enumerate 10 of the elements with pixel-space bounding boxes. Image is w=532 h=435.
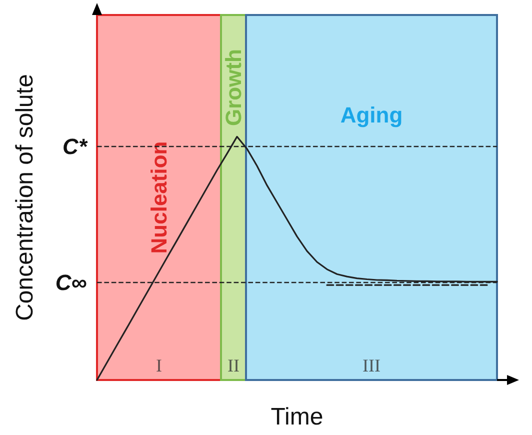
x-axis-title: Time xyxy=(270,404,324,430)
ref-line-label: C* xyxy=(62,134,88,159)
text: Aging xyxy=(340,102,403,128)
y-axis-title: Concentration of solute xyxy=(12,74,38,321)
ref-line-label: C∞ xyxy=(55,270,88,296)
annotation: II xyxy=(228,355,240,376)
text: Growth xyxy=(221,49,246,126)
annotation: Nucleation xyxy=(146,141,172,254)
annotation: III xyxy=(362,355,380,376)
annotation: I xyxy=(156,355,162,376)
